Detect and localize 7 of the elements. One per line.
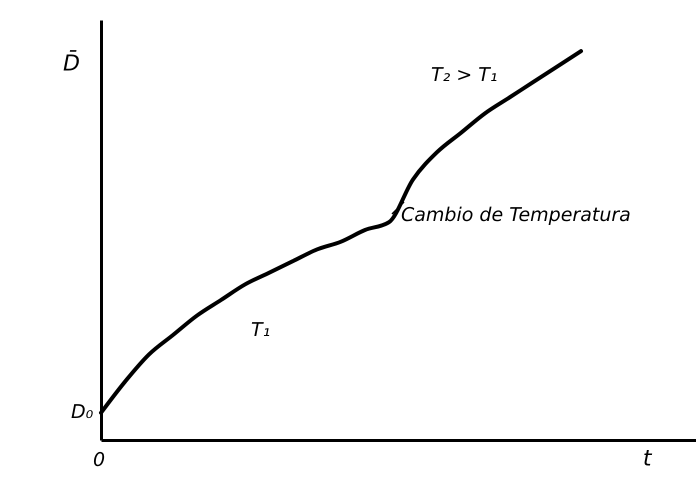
annotation: T₂ > T₁ [431,64,498,86]
annotation: Cambio de Temperatura [401,204,631,226]
text: 0 [93,449,106,471]
text: D₀ [71,401,94,423]
annotation: T₁ [251,319,270,341]
x-axis-title: t [642,446,653,472]
y-axis-title: D̄ [63,49,80,76]
